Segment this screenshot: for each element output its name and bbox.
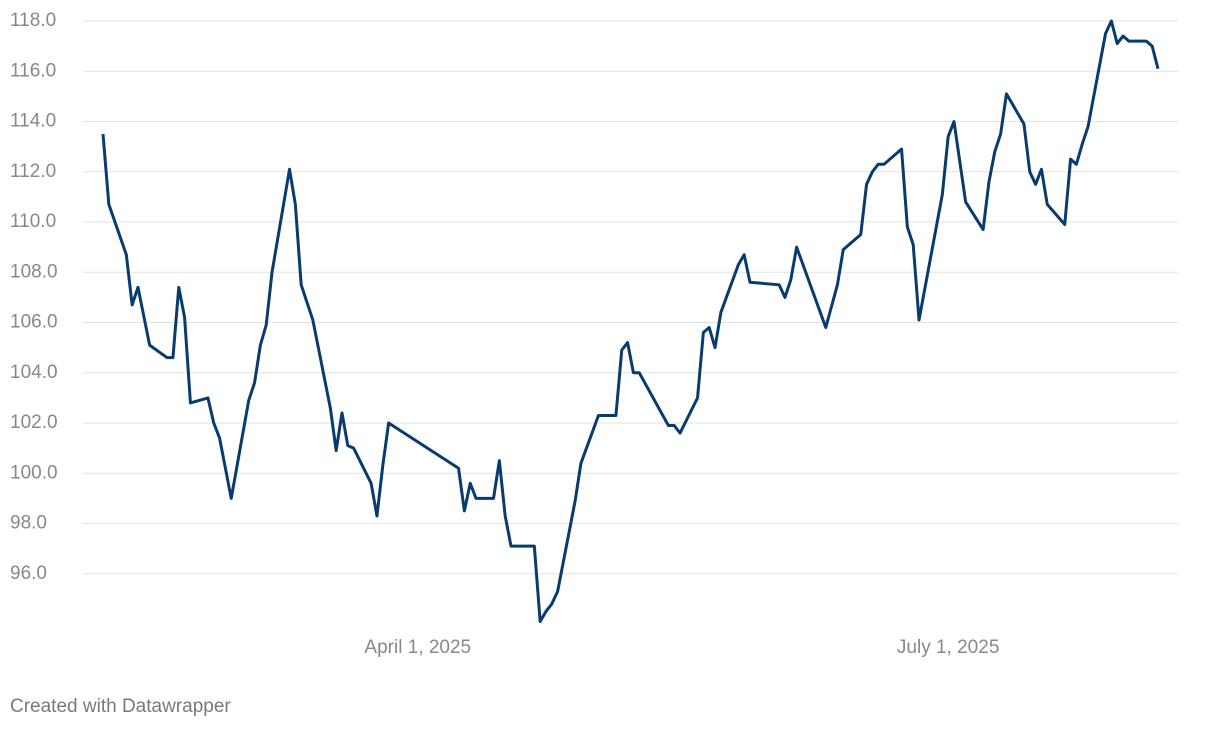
x-tick-label: July 1, 2025 bbox=[897, 637, 999, 658]
y-tick-label: 118.0 bbox=[10, 10, 56, 31]
x-tick-label: April 1, 2025 bbox=[364, 637, 471, 658]
y-tick-label: 104.0 bbox=[10, 362, 58, 383]
y-tick-label: 114.0 bbox=[10, 111, 56, 132]
y-tick-label: 106.0 bbox=[10, 312, 58, 333]
y-tick-label: 100.0 bbox=[10, 462, 58, 483]
y-tick-label: 112.0 bbox=[10, 161, 56, 182]
y-tick-label: 108.0 bbox=[10, 261, 58, 282]
credit: Created with Datawrapper bbox=[10, 696, 231, 717]
y-tick-label: 98.0 bbox=[10, 513, 47, 534]
y-tick-label: 96.0 bbox=[10, 563, 47, 584]
data-line bbox=[101, 19, 1160, 623]
y-tick-label: 110.0 bbox=[10, 211, 56, 232]
y-tick-label: 116.0 bbox=[10, 60, 56, 81]
y-tick-label: 102.0 bbox=[10, 412, 58, 433]
